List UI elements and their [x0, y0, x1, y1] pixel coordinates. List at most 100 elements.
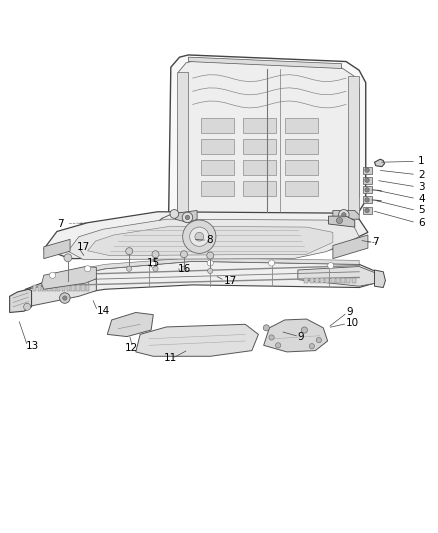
Text: 7: 7	[57, 219, 64, 229]
Polygon shape	[328, 216, 355, 227]
Polygon shape	[363, 177, 372, 184]
Text: 14: 14	[96, 306, 110, 316]
Polygon shape	[341, 278, 345, 283]
Polygon shape	[44, 212, 368, 259]
Circle shape	[24, 303, 31, 310]
Circle shape	[127, 266, 132, 271]
Polygon shape	[177, 71, 188, 212]
Circle shape	[208, 268, 213, 273]
Polygon shape	[62, 285, 65, 290]
Polygon shape	[363, 187, 372, 193]
Polygon shape	[42, 285, 46, 290]
Polygon shape	[71, 285, 75, 290]
Text: 8: 8	[206, 235, 212, 245]
Circle shape	[328, 263, 334, 269]
Polygon shape	[374, 270, 385, 287]
Polygon shape	[177, 61, 359, 214]
Circle shape	[64, 254, 72, 262]
Polygon shape	[42, 266, 96, 289]
Polygon shape	[243, 139, 276, 155]
Polygon shape	[21, 261, 377, 307]
Circle shape	[309, 344, 314, 349]
Circle shape	[183, 220, 216, 253]
Polygon shape	[201, 139, 234, 155]
Polygon shape	[175, 211, 197, 223]
Polygon shape	[33, 285, 36, 290]
Circle shape	[185, 215, 190, 220]
Polygon shape	[136, 324, 258, 356]
Polygon shape	[352, 278, 356, 283]
Circle shape	[301, 327, 307, 333]
Polygon shape	[243, 118, 276, 133]
Text: 16: 16	[177, 264, 191, 273]
Polygon shape	[76, 285, 80, 290]
Polygon shape	[201, 160, 234, 175]
Polygon shape	[363, 167, 372, 174]
Circle shape	[276, 343, 281, 348]
Text: 17: 17	[77, 242, 90, 252]
Circle shape	[365, 208, 369, 213]
Text: 13: 13	[26, 341, 39, 351]
Polygon shape	[38, 285, 41, 290]
Polygon shape	[52, 285, 56, 290]
Circle shape	[180, 251, 187, 258]
Circle shape	[269, 335, 274, 340]
Polygon shape	[48, 258, 359, 280]
Circle shape	[365, 188, 369, 192]
Circle shape	[365, 178, 369, 182]
Text: 6: 6	[418, 217, 425, 228]
Polygon shape	[57, 285, 60, 290]
Polygon shape	[44, 239, 70, 259]
Polygon shape	[243, 181, 276, 197]
Text: 1: 1	[418, 156, 425, 166]
Polygon shape	[25, 278, 96, 307]
Circle shape	[126, 248, 133, 255]
Text: 15: 15	[147, 258, 160, 268]
Circle shape	[150, 261, 156, 268]
Text: 5: 5	[418, 205, 425, 215]
Text: 7: 7	[372, 237, 379, 247]
Circle shape	[342, 213, 346, 217]
Polygon shape	[363, 197, 372, 204]
Circle shape	[365, 168, 369, 172]
Polygon shape	[243, 160, 276, 175]
Polygon shape	[325, 278, 329, 283]
Polygon shape	[333, 211, 359, 219]
Polygon shape	[201, 181, 234, 197]
Circle shape	[182, 212, 193, 223]
Polygon shape	[298, 266, 376, 286]
Text: 2: 2	[418, 169, 425, 180]
Polygon shape	[348, 76, 359, 214]
Circle shape	[316, 337, 321, 343]
Circle shape	[49, 272, 56, 278]
Polygon shape	[310, 278, 314, 283]
Text: 17: 17	[223, 276, 237, 286]
Polygon shape	[285, 118, 318, 133]
Polygon shape	[81, 285, 85, 290]
Polygon shape	[88, 226, 333, 255]
Polygon shape	[86, 285, 89, 290]
Circle shape	[268, 260, 275, 266]
Circle shape	[195, 232, 204, 241]
Circle shape	[181, 266, 187, 271]
Circle shape	[152, 251, 159, 258]
Polygon shape	[68, 219, 359, 260]
Polygon shape	[67, 285, 70, 290]
Circle shape	[207, 252, 214, 259]
Polygon shape	[304, 278, 308, 283]
Text: 3: 3	[418, 182, 425, 192]
Text: 4: 4	[418, 193, 425, 204]
Polygon shape	[285, 181, 318, 197]
Polygon shape	[47, 285, 51, 290]
Polygon shape	[363, 207, 372, 214]
Polygon shape	[346, 278, 350, 283]
Polygon shape	[333, 235, 368, 259]
Polygon shape	[331, 278, 335, 283]
Text: 12: 12	[125, 343, 138, 352]
Polygon shape	[188, 57, 342, 69]
Polygon shape	[285, 139, 318, 155]
Circle shape	[336, 217, 343, 223]
Polygon shape	[201, 118, 234, 133]
Circle shape	[339, 209, 349, 220]
Circle shape	[263, 325, 269, 331]
